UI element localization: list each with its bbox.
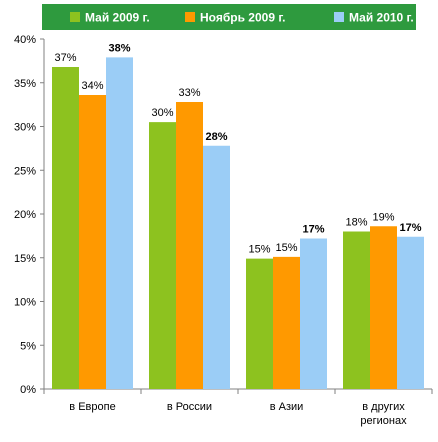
- data-label: 17%: [302, 224, 324, 236]
- bar: [397, 236, 424, 389]
- x-tick-label: в России: [167, 401, 212, 413]
- data-label: 15%: [275, 242, 297, 254]
- legend-label: Май 2009 г.: [85, 11, 150, 25]
- data-label: 19%: [372, 211, 394, 223]
- bar: [300, 238, 327, 389]
- data-label: 30%: [151, 107, 173, 119]
- legend-label: Май 2010 г.: [349, 11, 414, 25]
- bar: [203, 145, 230, 389]
- x-tick-label: в Европе: [69, 401, 115, 413]
- legend-swatch: [185, 12, 195, 22]
- y-tick-label: 20%: [14, 209, 36, 221]
- data-label: 18%: [345, 217, 367, 229]
- x-tick-label: в других: [362, 401, 405, 413]
- bar: [149, 122, 176, 389]
- bar: [273, 256, 300, 389]
- y-tick-label: 35%: [14, 78, 36, 90]
- data-label: 33%: [178, 87, 200, 99]
- data-label: 15%: [248, 244, 270, 256]
- x-tick-label: в Азии: [270, 401, 304, 413]
- y-tick-label: 25%: [14, 165, 36, 177]
- y-tick-label: 30%: [14, 122, 36, 134]
- legend-background: [42, 4, 416, 30]
- y-tick-label: 0%: [20, 384, 36, 396]
- bar: [79, 95, 106, 389]
- legend-swatch: [70, 12, 80, 22]
- bar: [106, 57, 133, 389]
- x-tick-label: регионах: [360, 415, 407, 427]
- data-label: 38%: [108, 42, 130, 54]
- legend-label: Ноябрь 2009 г.: [200, 11, 285, 25]
- data-label: 34%: [81, 80, 103, 92]
- bar: [52, 67, 79, 389]
- data-labels: 37% 34% 38% 30% 33% 28% 15% 15% 17% 18% 19% 17%: [54, 42, 421, 255]
- y-tick-label: 10%: [14, 297, 36, 309]
- y-tick-label: 5%: [20, 340, 36, 352]
- data-label: 17%: [399, 222, 421, 234]
- y-tick-label: 40%: [14, 34, 36, 46]
- data-label: 28%: [205, 131, 227, 143]
- bar: [343, 231, 370, 389]
- data-label: 37%: [54, 52, 76, 64]
- bars: [52, 57, 424, 389]
- legend: Май 2009 г. Ноябрь 2009 г. Май 2010 г.: [42, 4, 416, 30]
- legend-swatch: [334, 12, 344, 22]
- bar: [176, 102, 203, 389]
- bar: [246, 258, 273, 389]
- y-tick-label: 15%: [14, 253, 36, 265]
- bar: [370, 226, 397, 389]
